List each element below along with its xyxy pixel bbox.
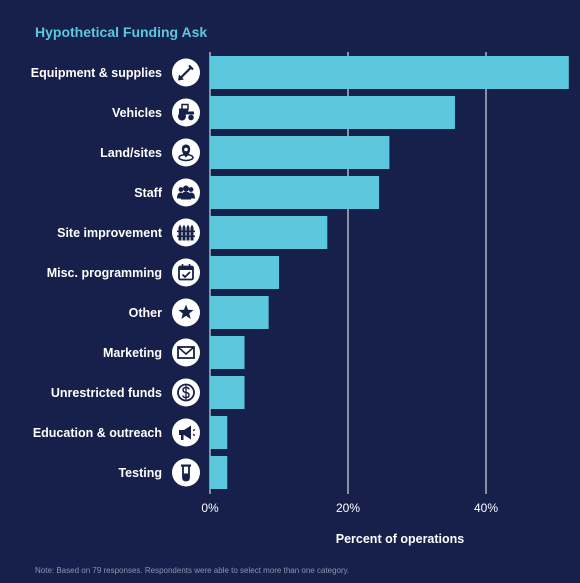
category-label: Unrestricted funds <box>51 386 162 400</box>
tractor-icon <box>172 98 200 127</box>
megaphone-icon <box>172 418 200 447</box>
calendar-check-icon <box>172 258 200 287</box>
bar <box>210 96 455 129</box>
people-icon <box>172 178 200 207</box>
category-label: Equipment & supplies <box>31 66 162 80</box>
category-label: Education & outreach <box>33 426 162 440</box>
bar <box>210 376 245 409</box>
x-tick-label: 20% <box>336 501 360 515</box>
test-tube-icon <box>172 458 200 487</box>
bar <box>210 176 380 209</box>
dollar-icon <box>172 378 200 407</box>
location-pin-icon <box>172 138 200 167</box>
star-icon <box>172 298 200 327</box>
x-tick-label: 40% <box>474 501 498 515</box>
envelope-icon <box>172 338 200 367</box>
category-label: Other <box>129 306 162 320</box>
chart-title: Hypothetical Funding Ask <box>35 24 207 40</box>
bar <box>210 56 569 89</box>
bars <box>210 56 569 489</box>
footnote: Note: Based on 79 responses. Respondents… <box>35 566 349 575</box>
bar <box>210 256 279 289</box>
category-label: Vehicles <box>112 106 162 120</box>
category-label: Misc. programming <box>47 266 162 280</box>
bar <box>210 336 245 369</box>
category-labels: Equipment & supplies Vehicles Land/sites St… <box>31 66 163 480</box>
x-tick-label: 0% <box>201 501 219 515</box>
category-label: Land/sites <box>100 146 162 160</box>
bar <box>210 456 228 489</box>
shovel-icon <box>172 58 200 87</box>
category-icons <box>172 58 200 487</box>
bar <box>210 296 269 329</box>
category-label: Site improvement <box>57 226 163 240</box>
bar <box>210 416 228 449</box>
bar <box>210 136 390 169</box>
x-tick-labels: 0% 20% 40% <box>201 501 498 515</box>
category-label: Marketing <box>103 346 162 360</box>
bar <box>210 216 328 249</box>
category-label: Staff <box>134 186 163 200</box>
fence-icon <box>172 218 200 247</box>
x-axis-label: Percent of operations <box>336 532 465 546</box>
category-label: Testing <box>118 466 162 480</box>
